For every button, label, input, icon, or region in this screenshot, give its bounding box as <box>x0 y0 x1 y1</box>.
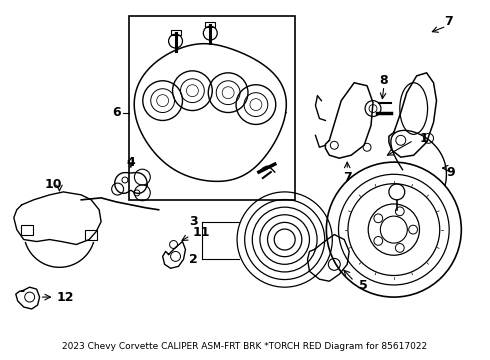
Text: 2: 2 <box>189 253 197 266</box>
Text: 6: 6 <box>112 106 121 119</box>
Text: 11: 11 <box>193 226 210 239</box>
Text: 4: 4 <box>126 156 135 168</box>
Bar <box>129 16 294 200</box>
Bar <box>21 225 33 235</box>
Text: 8: 8 <box>380 74 388 87</box>
Text: 7: 7 <box>343 171 352 184</box>
Bar <box>85 230 97 239</box>
Text: 7: 7 <box>444 15 453 28</box>
Text: 1: 1 <box>419 132 428 145</box>
Text: 12: 12 <box>56 291 74 303</box>
Text: 9: 9 <box>446 166 455 179</box>
Text: 3: 3 <box>189 215 197 228</box>
Text: 10: 10 <box>45 179 62 192</box>
Text: 5: 5 <box>359 279 368 292</box>
Bar <box>171 30 180 35</box>
Bar <box>205 22 215 27</box>
Text: 2023 Chevy Corvette CALIPER ASM-FRT BRK *TORCH RED Diagram for 85617022: 2023 Chevy Corvette CALIPER ASM-FRT BRK … <box>62 342 428 351</box>
